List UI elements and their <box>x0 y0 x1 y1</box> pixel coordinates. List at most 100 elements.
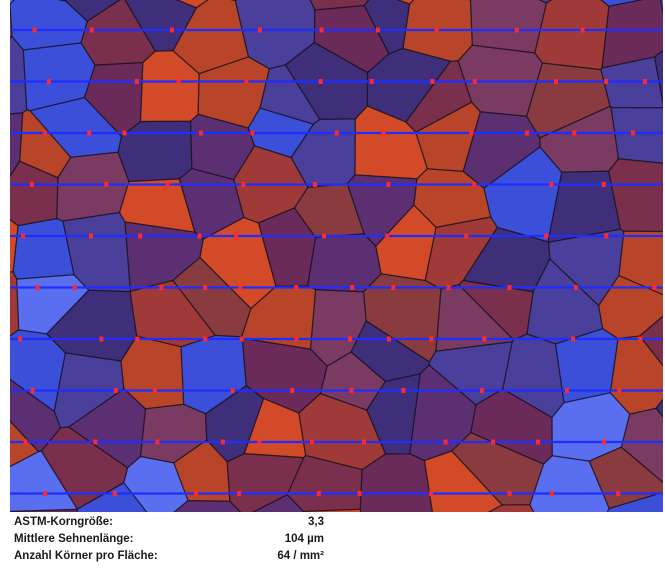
grain <box>41 427 128 509</box>
intercept-mark <box>362 439 367 445</box>
intercept-mark <box>443 439 448 445</box>
grain <box>610 336 663 415</box>
intercept-mark <box>507 491 512 496</box>
grain <box>259 64 320 125</box>
grain <box>375 205 437 281</box>
grain <box>435 284 514 352</box>
intercept-mark <box>88 233 93 239</box>
intercept-mark <box>290 388 295 393</box>
grain <box>16 274 89 334</box>
intercept-mark <box>113 388 118 393</box>
intercept-mark <box>316 491 321 496</box>
grain <box>470 0 547 53</box>
grain <box>190 114 255 180</box>
grain <box>13 218 75 280</box>
grain <box>294 183 365 238</box>
intercept-mark <box>472 79 477 84</box>
intercept-mark <box>43 491 48 496</box>
results-panel: ASTM-Korngröße: 3,3 Mittlere Sehnenlänge… <box>14 514 324 565</box>
intercept-mark <box>134 79 139 84</box>
grain-boundary <box>529 455 610 512</box>
intercept-mark <box>72 285 77 290</box>
intercept-mark <box>472 182 477 187</box>
intercept-mark <box>20 233 25 239</box>
grain <box>10 451 78 512</box>
intercept-mark <box>491 439 496 445</box>
intercept-mark <box>220 439 225 445</box>
mean-chord-length-label: Mittlere Sehnenlänge: <box>14 533 134 545</box>
intercept-mark <box>318 79 323 84</box>
intercept-mark <box>549 182 554 187</box>
grain <box>119 178 195 233</box>
grain <box>307 233 382 292</box>
intercept-mark <box>46 79 51 84</box>
intercept-mark <box>469 130 474 136</box>
grain <box>367 48 451 122</box>
result-row-chord: Mittlere Sehnenlänge: 104 µm <box>14 531 324 548</box>
grain <box>19 110 71 178</box>
grain <box>463 227 550 292</box>
grain <box>140 50 200 122</box>
grain-regions <box>10 0 663 512</box>
grain <box>598 275 663 339</box>
intercept-mark <box>479 388 484 393</box>
intercept-mark <box>357 491 362 496</box>
grain <box>10 219 19 272</box>
grain <box>463 111 540 189</box>
intercept-mark <box>385 233 390 239</box>
intercept-mark <box>122 130 127 136</box>
grain-boundary <box>487 504 535 512</box>
grain <box>534 0 609 70</box>
intercept-mark <box>630 130 635 136</box>
intercept-mark <box>430 79 435 84</box>
intercept-mark <box>138 233 143 239</box>
intercept-mark <box>23 439 28 445</box>
grain <box>470 388 553 465</box>
grain <box>355 106 428 179</box>
intercept-mark <box>544 233 549 239</box>
intercept-mark <box>429 491 434 496</box>
intercept-mark <box>565 388 570 393</box>
grain <box>291 118 356 188</box>
intercept-mark <box>369 79 374 84</box>
intercept-mark <box>349 388 354 393</box>
grain <box>10 0 88 50</box>
grain <box>125 222 204 292</box>
grain <box>602 0 663 68</box>
grain <box>366 373 421 454</box>
grain <box>484 147 562 242</box>
intercept-mark <box>294 285 299 290</box>
intercept-mark <box>642 79 647 84</box>
grain <box>424 451 503 512</box>
grain <box>242 338 328 413</box>
grain <box>621 408 663 483</box>
intercept-mark <box>112 491 117 496</box>
intercept-mark <box>89 27 94 33</box>
grain <box>118 121 192 182</box>
intercept-mark <box>42 130 47 136</box>
intercept-mark <box>602 439 607 445</box>
intercept-mark <box>193 491 198 496</box>
intercept-mark <box>155 439 160 445</box>
grain <box>173 0 249 74</box>
grain <box>62 212 131 292</box>
grain-boundary <box>610 106 663 164</box>
intercept-marks <box>18 27 657 496</box>
intercept-mark <box>536 439 541 445</box>
intercept-mark <box>159 285 164 290</box>
grain <box>314 5 389 73</box>
grain <box>539 106 619 173</box>
grains-per-area-label: Anzahl Körner pro Fläche: <box>14 550 158 562</box>
intercept-mark <box>616 491 621 496</box>
grain <box>611 107 663 164</box>
grain <box>65 0 120 22</box>
intercept-mark <box>375 27 380 33</box>
grain <box>552 392 630 462</box>
intercept-mark <box>18 336 23 342</box>
result-row-astm: ASTM-Korngröße: 3,3 <box>14 514 324 531</box>
intercept-mark <box>464 233 469 239</box>
grain <box>608 158 663 232</box>
grain <box>10 36 27 115</box>
grain <box>198 56 270 128</box>
intercept-mark <box>234 233 239 239</box>
